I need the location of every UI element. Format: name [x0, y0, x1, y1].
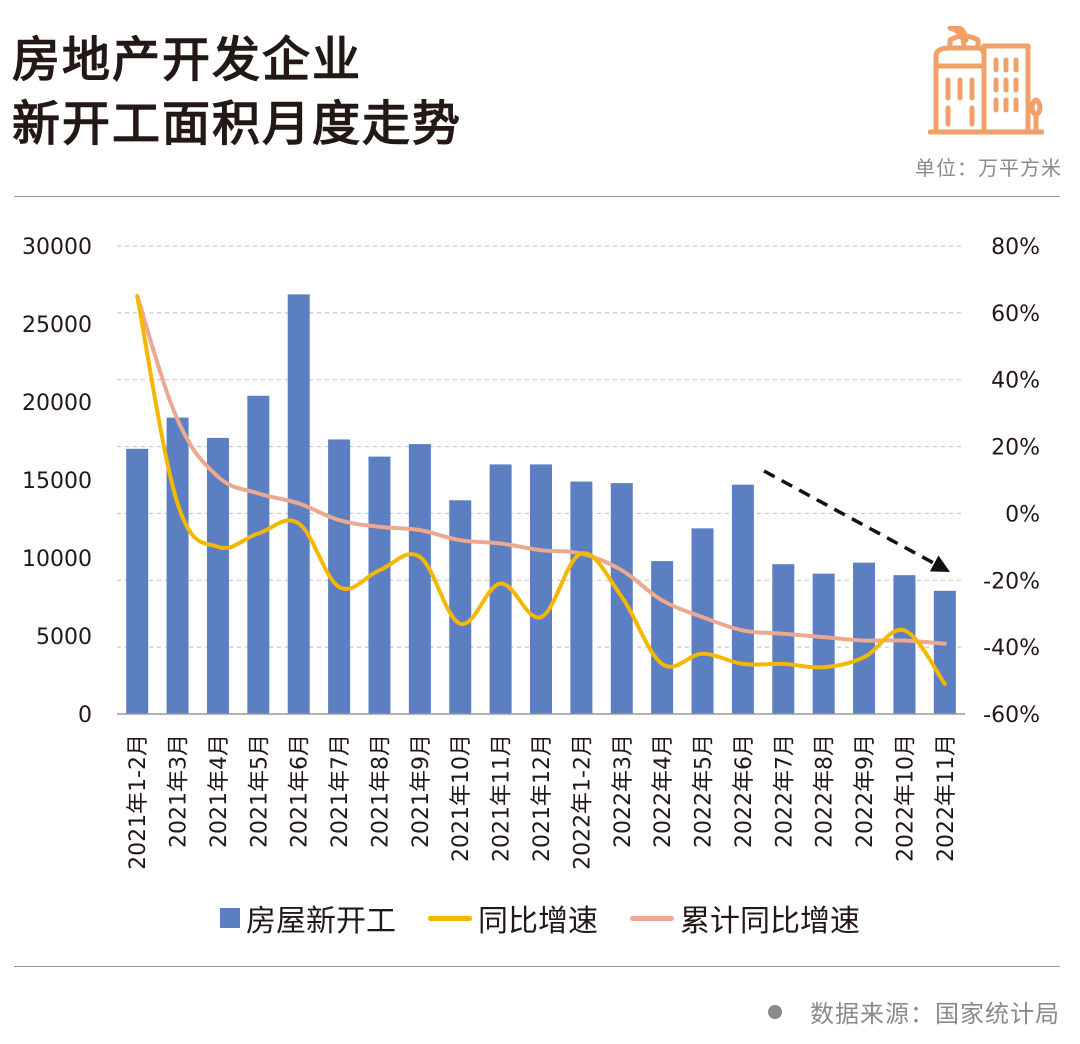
- bar: [691, 528, 714, 714]
- y-right-tick-label: -20%: [983, 569, 1040, 594]
- bar: [126, 448, 149, 714]
- x-tick-label: 2021年8月: [368, 734, 393, 848]
- bar: [772, 564, 795, 714]
- bar: [651, 561, 674, 714]
- series-line-yoy: [135, 294, 947, 686]
- y-left-tick-label: 15000: [22, 469, 92, 494]
- x-tick-label: 2022年1-2月: [570, 734, 595, 870]
- x-tick-label: 2021年5月: [247, 734, 272, 848]
- y-left-tick-label: 20000: [22, 391, 92, 416]
- x-tick-label: 2022年6月: [732, 734, 757, 848]
- arrow-head: [929, 555, 950, 572]
- bar: [368, 456, 391, 714]
- unit-label: 单位：万平方米: [915, 156, 1062, 180]
- legend-label-yoy: 同比增速: [478, 904, 598, 939]
- x-tick-label: 2022年10月: [893, 734, 918, 862]
- x-tick-label: 2021年1-2月: [126, 734, 151, 870]
- legend-swatch-yoy: [428, 915, 472, 921]
- series-line-cumulative: [135, 294, 947, 646]
- x-tick-label: 2022年3月: [611, 734, 636, 848]
- y-right-tick-label: -60%: [983, 703, 1040, 728]
- legend-item-new-starts: 房屋新开工: [220, 896, 396, 940]
- x-tick-label: 2022年5月: [692, 734, 717, 848]
- legend-label-new-starts: 房屋新开工: [246, 904, 396, 939]
- y-right-tick-label: 80%: [991, 235, 1040, 260]
- dashed-arrow-icon: [763, 469, 941, 569]
- building-icon: [927, 24, 1045, 138]
- bar: [166, 417, 189, 714]
- bar: [853, 562, 876, 714]
- legend-swatch-cumulative: [630, 915, 674, 921]
- bar: [893, 575, 916, 714]
- x-tick-label: 2021年11月: [490, 734, 515, 862]
- y-right-tick-label: 0%: [1005, 502, 1040, 527]
- x-tick-label: 2021年4月: [207, 734, 232, 848]
- x-tick-label: 2022年7月: [772, 734, 797, 848]
- bar: [206, 437, 229, 714]
- bar: [933, 590, 956, 714]
- y-right-tick-label: 40%: [991, 369, 1040, 394]
- title-line-1: 房地产开发企业: [12, 32, 363, 88]
- source-note: 数据来源：国家统计局: [768, 994, 1060, 1029]
- x-tick-label: 2022年11月: [934, 734, 959, 862]
- y-left-tick-label: 0: [78, 703, 92, 728]
- bar: [408, 444, 431, 714]
- x-tick-label: 2021年6月: [288, 734, 313, 848]
- bullet-icon: [768, 1004, 782, 1019]
- y-right-tick-label: 20%: [991, 436, 1040, 461]
- x-tick-label: 2022年9月: [853, 734, 878, 848]
- legend: 房屋新开工 同比增速 累计同比增速: [0, 896, 1080, 940]
- page-title: 房地产开发企业 新开工面积月度走势: [12, 28, 462, 156]
- y-right-tick-label: -40%: [983, 636, 1040, 661]
- top-divider: [14, 196, 1060, 197]
- bar: [731, 484, 754, 714]
- bar: [530, 464, 552, 714]
- combo-chart: 0 5000 10000 15000 20000 25000 30000 -60% -40% -2…: [22, 235, 1040, 870]
- y-left-tick-label: 10000: [22, 547, 92, 572]
- legend-item-yoy: 同比增速: [428, 896, 598, 940]
- bar: [812, 573, 835, 714]
- bar: [247, 395, 270, 714]
- bottom-divider: [14, 966, 1060, 967]
- x-tick-label: 2021年9月: [409, 734, 434, 848]
- source-text: 数据来源：国家统计局: [810, 1000, 1060, 1028]
- bar: [570, 481, 593, 714]
- y-left-tick-label: 5000: [36, 625, 92, 650]
- bar: [489, 464, 512, 714]
- legend-label-cumulative: 累计同比增速: [680, 904, 860, 939]
- x-tick-label: 2021年10月: [449, 734, 474, 862]
- x-tick-label: 2022年8月: [813, 734, 838, 848]
- y-left-tick-label: 25000: [22, 313, 92, 338]
- x-tick-label: 2021年7月: [328, 734, 353, 848]
- legend-item-cumulative: 累计同比增速: [630, 896, 860, 940]
- bar: [328, 439, 351, 714]
- x-tick-label: 2021年3月: [167, 734, 192, 848]
- y-left-tick-label: 30000: [22, 235, 92, 260]
- title-line-2: 新开工面积月度走势: [12, 96, 463, 152]
- y-right-tick-label: 60%: [991, 302, 1040, 327]
- legend-swatch-bar: [220, 908, 240, 928]
- x-tick-label: 2021年12月: [530, 734, 555, 862]
- bar: [449, 500, 472, 714]
- x-tick-label: 2022年4月: [651, 734, 676, 848]
